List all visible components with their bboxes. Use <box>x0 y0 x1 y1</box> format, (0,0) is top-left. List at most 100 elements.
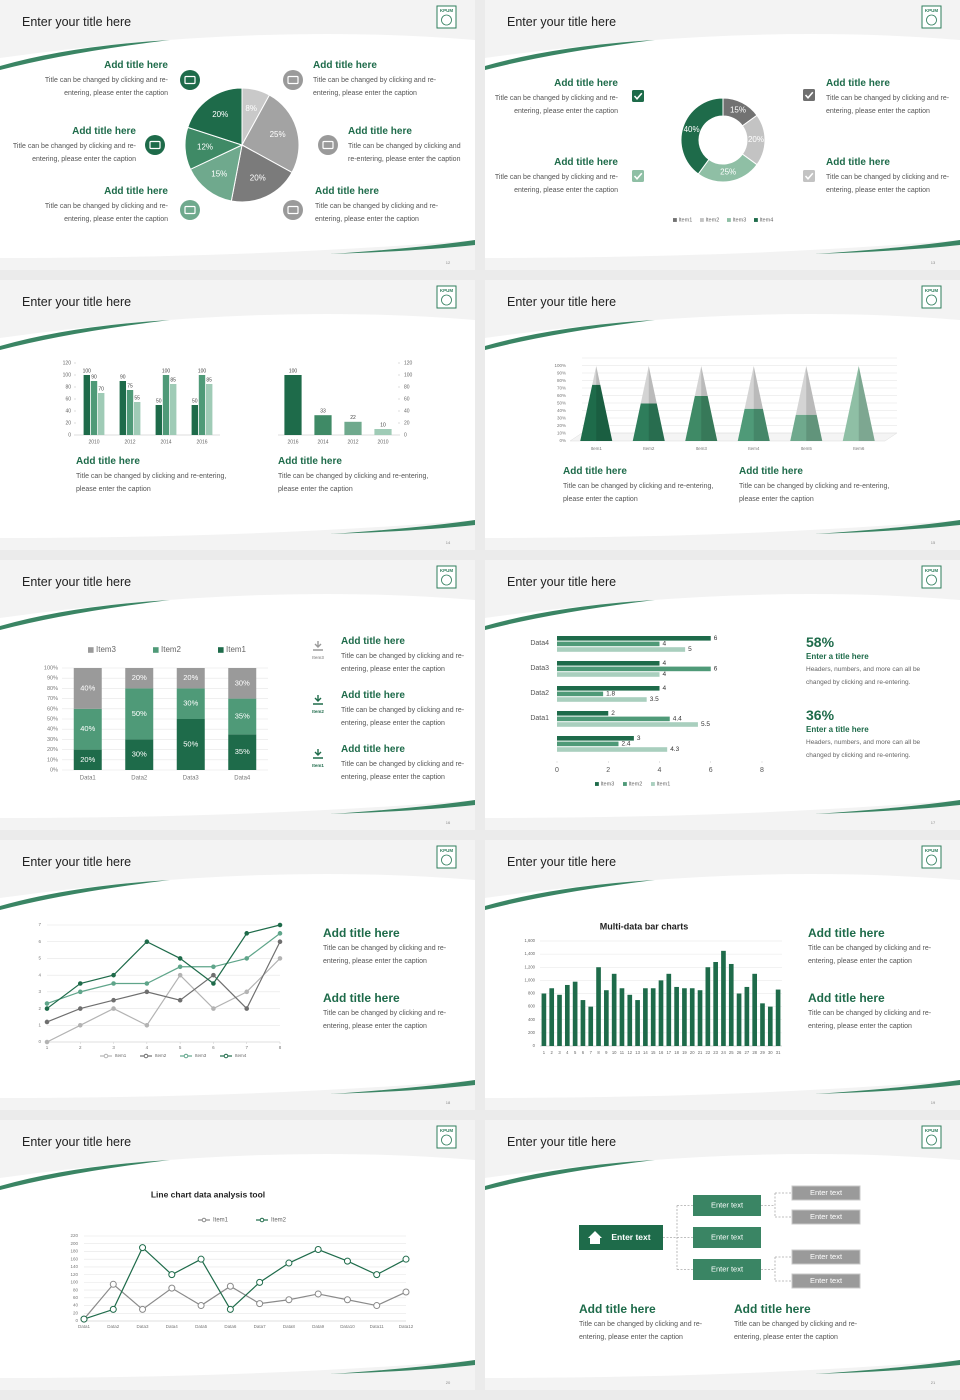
y-tick-label: Data2 <box>530 690 549 697</box>
x-tick-label: 31 <box>776 1050 781 1055</box>
data-label: 90 <box>91 374 97 380</box>
x-tick-label: 16 <box>659 1050 664 1055</box>
y-tick-label: 0 <box>68 432 71 438</box>
x-tick-label: 3 <box>112 1045 115 1050</box>
x-tick-label: Data4 <box>234 776 251 782</box>
x-tick-label: 14 <box>643 1050 648 1055</box>
item-text: Title can be changed by clicking and re-… <box>323 1010 447 1030</box>
bar <box>767 1006 773 1046</box>
item-heading: Add title here <box>323 991 400 1005</box>
icon-glyph <box>149 140 161 150</box>
chart-title: Multi-data bar charts <box>600 921 689 931</box>
flow-node-label: Enter text <box>810 1188 843 1197</box>
icon-glyph <box>287 75 299 85</box>
header-band <box>485 1120 960 1178</box>
y-tick-label: 60 <box>404 396 410 402</box>
y-tick-label: 220 <box>70 1233 78 1238</box>
pyramid-shade <box>596 366 613 441</box>
line-marker <box>197 1255 205 1263</box>
legend-label: Item1 <box>213 1218 229 1224</box>
line-marker <box>343 1296 351 1304</box>
y-tick-label: 800 <box>528 991 536 996</box>
x-tick-label: 28 <box>752 1050 757 1055</box>
item-text: Title can be changed by clicking and re-… <box>44 203 168 223</box>
y-tick-label: 80 <box>73 1287 79 1292</box>
data-label: 4 <box>663 641 667 648</box>
x-tick-label: Data3 <box>137 1324 150 1329</box>
flow-node <box>791 1185 861 1201</box>
line-marker <box>285 1259 293 1267</box>
flow-node <box>791 1273 861 1289</box>
item-text: Title can be changed by clicking and re-… <box>76 473 227 493</box>
item-text: Title can be changed by clicking and re-… <box>494 95 618 115</box>
legend-swatch <box>218 647 224 653</box>
data-label: 40% <box>80 683 95 692</box>
y-tick-label: 600 <box>528 1004 536 1009</box>
item-text: Title can be changed by clicking and re-… <box>826 95 950 115</box>
y-tick-label: 0% <box>50 767 58 773</box>
header-band <box>0 1120 475 1178</box>
line-marker <box>80 1315 88 1323</box>
data-label: 55 <box>134 395 140 401</box>
item-heading: Add title here <box>313 60 377 71</box>
line-marker <box>177 997 183 1003</box>
x-tick-label: 8 <box>597 1050 600 1055</box>
pyramid-segment <box>632 403 665 441</box>
y-tick-label: 120 <box>63 360 72 366</box>
y-tick-label: 1,000 <box>525 977 536 982</box>
item-heading: Add title here <box>323 926 400 940</box>
y-tick-label: 0 <box>404 432 407 438</box>
icon <box>318 135 338 155</box>
legend-swatch <box>153 647 159 653</box>
y-tick-label: 60% <box>47 706 58 712</box>
icon <box>283 70 303 90</box>
slide-canvas: KPUM140204060801001202010100907020129075… <box>0 280 475 550</box>
x-tick-label: 10 <box>612 1050 617 1055</box>
slice-label: 12% <box>197 142 213 151</box>
pyramid-segment <box>790 414 823 441</box>
logo-emblem <box>441 294 452 306</box>
icon-glyph <box>322 140 334 150</box>
flow-node <box>791 1249 861 1265</box>
stat-heading: Enter a title here <box>806 652 869 661</box>
bar <box>736 993 742 1046</box>
x-tick-label: 6 <box>212 1045 215 1050</box>
bar <box>611 973 617 1046</box>
item-heading: Add title here <box>348 126 412 137</box>
slide-canvas: KPUM1902004006008001,0001,2001,4001,6001… <box>485 840 960 1110</box>
header-band <box>485 280 960 338</box>
flow-node-label: Enter text <box>611 1232 650 1242</box>
slide: KPUM 17 0 2 4 6 8 Data4 6 4 5 Data3 4 6 4 Data2 4 1.8 3.5 D… <box>485 560 960 830</box>
bar <box>557 747 668 752</box>
bar <box>674 986 679 1046</box>
bar <box>557 686 660 691</box>
pie-slice <box>187 87 243 146</box>
logo-text: KPUM <box>925 848 939 853</box>
pyramid-shade <box>701 366 718 441</box>
y-tick-label: 40 <box>404 408 410 414</box>
y-tick-label: 90% <box>557 371 566 376</box>
logo-text: KPUM <box>440 8 454 13</box>
checkbox <box>803 89 815 101</box>
bar <box>721 950 726 1046</box>
data-label: 100 <box>289 368 298 374</box>
slide-canvas: KPUM 12 8% 25% 20% 15% 12% 20% <box>0 0 475 270</box>
slide-title: Enter your title here <box>507 575 617 589</box>
pyramid-segment <box>592 366 601 385</box>
data-label: 22 <box>350 415 356 421</box>
data-label: 4 <box>663 671 667 678</box>
bar-segment <box>176 688 205 719</box>
x-tick-label: 23 <box>713 1050 718 1055</box>
x-tick-label: 6 <box>709 767 713 774</box>
logo-text: KPUM <box>440 848 454 853</box>
y-tick-label: 0% <box>559 438 566 443</box>
item-text: Title can be changed by clicking and re-… <box>563 483 714 503</box>
bar <box>596 967 601 1046</box>
legend-swatch <box>595 782 599 786</box>
item-heading: Add title here <box>341 690 405 701</box>
bar <box>557 716 670 722</box>
item-text: Title can be changed by clicking and re-… <box>808 1010 932 1030</box>
y-tick-label: 100 <box>70 1280 78 1285</box>
logo-emblem <box>441 854 452 866</box>
icon-label: Item1 <box>312 763 324 768</box>
